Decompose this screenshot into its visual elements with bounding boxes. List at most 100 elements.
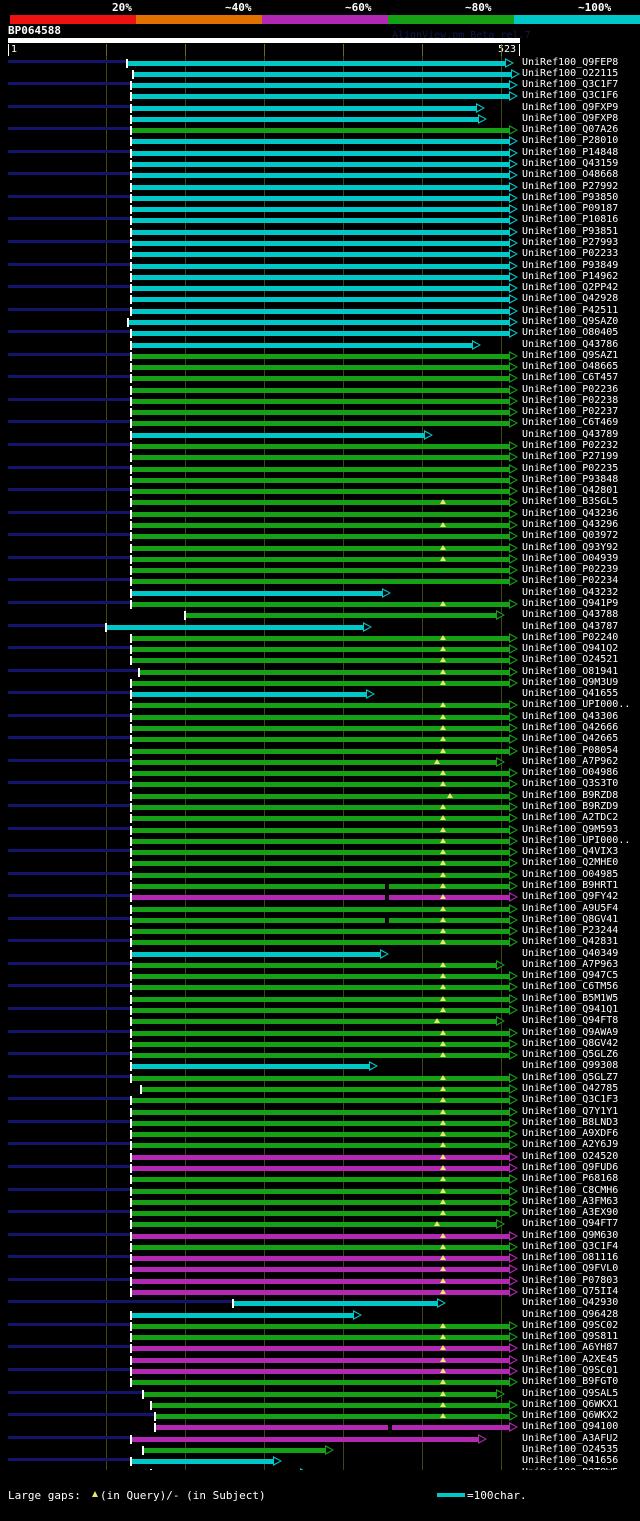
- alignment-bar[interactable]: [131, 545, 509, 551]
- hit-accession-label[interactable]: UniRef100_P07803: [522, 1274, 619, 1286]
- alignment-row[interactable]: UniRef100_A3AFU2: [0, 1432, 640, 1445]
- hit-accession-label[interactable]: UniRef100_C8CMH6: [522, 1184, 619, 1196]
- alignment-row[interactable]: UniRef100_O48665: [0, 361, 640, 373]
- hit-accession-label[interactable]: UniRef100_Q94FT7: [522, 1218, 619, 1230]
- hit-accession-label[interactable]: UniRef100_Q9FVL0: [522, 1263, 619, 1275]
- alignment-bar[interactable]: [131, 883, 509, 889]
- hit-accession-label[interactable]: UniRef100_A9XDF6: [522, 1128, 619, 1140]
- alignment-row[interactable]: UniRef100_B9FGT0: [0, 1376, 640, 1388]
- hit-accession-label[interactable]: UniRef100_P27199: [522, 451, 619, 463]
- alignment-panel[interactable]: UniRef100_Q9FEP8 UniRef100_O22115 UniRef10…: [0, 56, 640, 1470]
- alignment-bar[interactable]: [131, 1199, 509, 1205]
- alignment-row[interactable]: UniRef100_Q9FY42: [0, 891, 640, 903]
- alignment-bar[interactable]: [131, 1098, 509, 1104]
- alignment-bar[interactable]: [131, 680, 509, 686]
- alignment-row[interactable]: UniRef100_Q99308: [0, 1060, 640, 1072]
- hit-accession-label[interactable]: UniRef100_B8LND3: [522, 1116, 619, 1128]
- alignment-bar[interactable]: [131, 726, 509, 732]
- alignment-bar[interactable]: [131, 1267, 509, 1273]
- alignment-bar[interactable]: [131, 692, 366, 698]
- hit-accession-label[interactable]: UniRef100_A2XE45: [522, 1353, 619, 1365]
- alignment-row[interactable]: UniRef100_A7P962: [0, 755, 640, 768]
- alignment-bar[interactable]: [131, 940, 509, 946]
- alignment-row[interactable]: UniRef100_Q3S3T0: [0, 778, 640, 790]
- hit-accession-label[interactable]: UniRef100_Q3C1F6: [522, 90, 619, 102]
- hit-accession-label[interactable]: UniRef100_Q9M630: [522, 1229, 619, 1241]
- hit-accession-label[interactable]: UniRef100_Q9SC01: [522, 1364, 619, 1376]
- hit-accession-label[interactable]: UniRef100_O24520: [522, 1150, 619, 1162]
- alignment-row[interactable]: UniRef100_Q9SAZ0: [0, 315, 640, 328]
- hit-accession-label[interactable]: UniRef100_O80405: [522, 327, 619, 339]
- alignment-bar[interactable]: [131, 579, 509, 585]
- hit-accession-label[interactable]: UniRef100_Q3C1F7: [522, 79, 619, 91]
- alignment-row[interactable]: UniRef100_Q2MHE0: [0, 857, 640, 869]
- hit-accession-label[interactable]: UniRef100_P08054: [522, 744, 619, 756]
- alignment-row[interactable]: UniRef100_B9T9W5: [0, 1467, 640, 1470]
- alignment-row[interactable]: UniRef100_Q41655: [0, 688, 640, 700]
- alignment-bar[interactable]: [131, 759, 496, 765]
- alignment-row[interactable]: UniRef100_Q8GV41: [0, 914, 640, 926]
- hit-accession-label[interactable]: UniRef100_Q41656: [522, 1455, 619, 1467]
- alignment-bar[interactable]: [131, 568, 509, 574]
- alignment-row[interactable]: UniRef100_C6TM56: [0, 981, 640, 993]
- alignment-bar[interactable]: [131, 996, 509, 1002]
- alignment-bar[interactable]: [185, 613, 496, 619]
- hit-accession-label[interactable]: UniRef100_Q9SAZ0: [522, 315, 619, 327]
- hit-accession-label[interactable]: UniRef100_Q40349: [522, 947, 619, 959]
- hit-accession-label[interactable]: UniRef100_Q42666: [522, 722, 619, 734]
- alignment-bar[interactable]: [131, 861, 509, 867]
- alignment-bar[interactable]: [139, 669, 509, 675]
- alignment-bar[interactable]: [131, 139, 509, 145]
- alignment-row[interactable]: UniRef100_A7P963: [0, 959, 640, 971]
- alignment-bar[interactable]: [131, 1278, 509, 1284]
- alignment-row[interactable]: UniRef100_Q3C1F7: [0, 79, 640, 91]
- hit-accession-label[interactable]: UniRef100_Q9M3U9: [522, 676, 619, 688]
- hit-accession-label[interactable]: UniRef100_A9U5F4: [522, 902, 619, 914]
- hit-accession-label[interactable]: UniRef100_Q94100: [522, 1421, 619, 1433]
- hit-accession-label[interactable]: UniRef100_Q42665: [522, 733, 619, 745]
- alignment-row[interactable]: UniRef100_O81116: [0, 1252, 640, 1264]
- alignment-bar[interactable]: [131, 1222, 496, 1228]
- hit-accession-label[interactable]: UniRef100_B5M1W5: [522, 992, 619, 1004]
- hit-accession-label[interactable]: UniRef100_Q94FT8: [522, 1015, 619, 1027]
- alignment-bar[interactable]: [131, 83, 509, 89]
- alignment-row[interactable]: UniRef100_Q9SAL5: [0, 1388, 640, 1400]
- alignment-row[interactable]: UniRef100_Q947C5: [0, 970, 640, 982]
- alignment-bar[interactable]: [131, 1256, 509, 1262]
- alignment-bar[interactable]: [131, 207, 509, 213]
- alignment-bar[interactable]: [131, 962, 496, 968]
- alignment-row[interactable]: UniRef100_O80405: [0, 327, 640, 339]
- alignment-bar[interactable]: [131, 500, 509, 506]
- alignment-row[interactable]: UniRef100_A2XE45: [0, 1353, 640, 1366]
- hit-accession-label[interactable]: UniRef100_A7P962: [522, 755, 619, 767]
- hit-accession-label[interactable]: UniRef100_A3EX90: [522, 1207, 619, 1219]
- alignment-row[interactable]: UniRef100_Q43232: [0, 587, 640, 599]
- hit-accession-label[interactable]: UniRef100_Q43159: [522, 158, 619, 170]
- hit-accession-label[interactable]: UniRef100_P14962: [522, 270, 619, 282]
- hit-accession-label[interactable]: UniRef100_Q43788: [522, 609, 619, 621]
- alignment-row[interactable]: UniRef100_Q9S811: [0, 1331, 640, 1343]
- alignment-bar[interactable]: [131, 985, 509, 991]
- hit-accession-label[interactable]: UniRef100_Q2PP42: [522, 282, 619, 294]
- hit-accession-label[interactable]: UniRef100_P93851: [522, 225, 619, 237]
- hit-accession-label[interactable]: UniRef100_P02239: [522, 564, 619, 576]
- alignment-row[interactable]: UniRef100_Q9SAZ1: [0, 350, 640, 362]
- alignment-bar[interactable]: [131, 252, 509, 258]
- hit-accession-label[interactable]: UniRef100_Q2MHE0: [522, 857, 619, 869]
- alignment-row[interactable]: UniRef100_A3EX90: [0, 1207, 640, 1219]
- alignment-bar[interactable]: [131, 929, 509, 935]
- alignment-row[interactable]: UniRef100_O04939: [0, 553, 640, 565]
- hit-accession-label[interactable]: UniRef100_Q4VIX3: [522, 846, 619, 858]
- alignment-row[interactable]: UniRef100_Q94100: [0, 1421, 640, 1433]
- alignment-row[interactable]: UniRef100_B9HRT1: [0, 880, 640, 892]
- alignment-row[interactable]: UniRef100_Q3C1F3: [0, 1094, 640, 1106]
- alignment-bar[interactable]: [131, 1132, 509, 1138]
- hit-accession-label[interactable]: UniRef100_Q42928: [522, 293, 619, 305]
- alignment-row[interactable]: UniRef100_Q42666: [0, 722, 640, 734]
- alignment-row[interactable]: UniRef100_P27199: [0, 451, 640, 463]
- alignment-bar[interactable]: [131, 1323, 509, 1329]
- hit-accession-label[interactable]: UniRef100_A3AFU2: [522, 1432, 619, 1444]
- hit-accession-label[interactable]: UniRef100_Q9FXP8: [522, 112, 619, 124]
- alignment-row[interactable]: UniRef100_O24520: [0, 1150, 640, 1163]
- hit-accession-label[interactable]: UniRef100_Q9AWA9: [522, 1026, 619, 1038]
